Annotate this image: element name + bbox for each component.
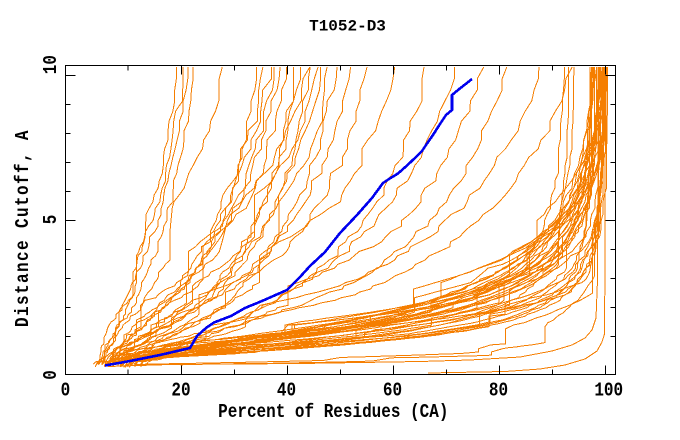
svg-text:Distance Cutoff, A: Distance Cutoff, A	[13, 129, 35, 327]
svg-text:20: 20	[171, 380, 190, 402]
svg-text:5: 5	[41, 215, 63, 225]
svg-text:60: 60	[383, 380, 402, 402]
svg-text:0: 0	[41, 370, 63, 380]
svg-text:100: 100	[594, 380, 623, 402]
svg-text:40: 40	[277, 380, 296, 402]
svg-text:T1052-D3: T1052-D3	[309, 18, 386, 36]
svg-text:0: 0	[61, 380, 71, 402]
svg-text:80: 80	[489, 380, 508, 402]
svg-text:Percent of Residues (CA): Percent of Residues (CA)	[218, 402, 448, 424]
svg-text:10: 10	[41, 55, 63, 74]
